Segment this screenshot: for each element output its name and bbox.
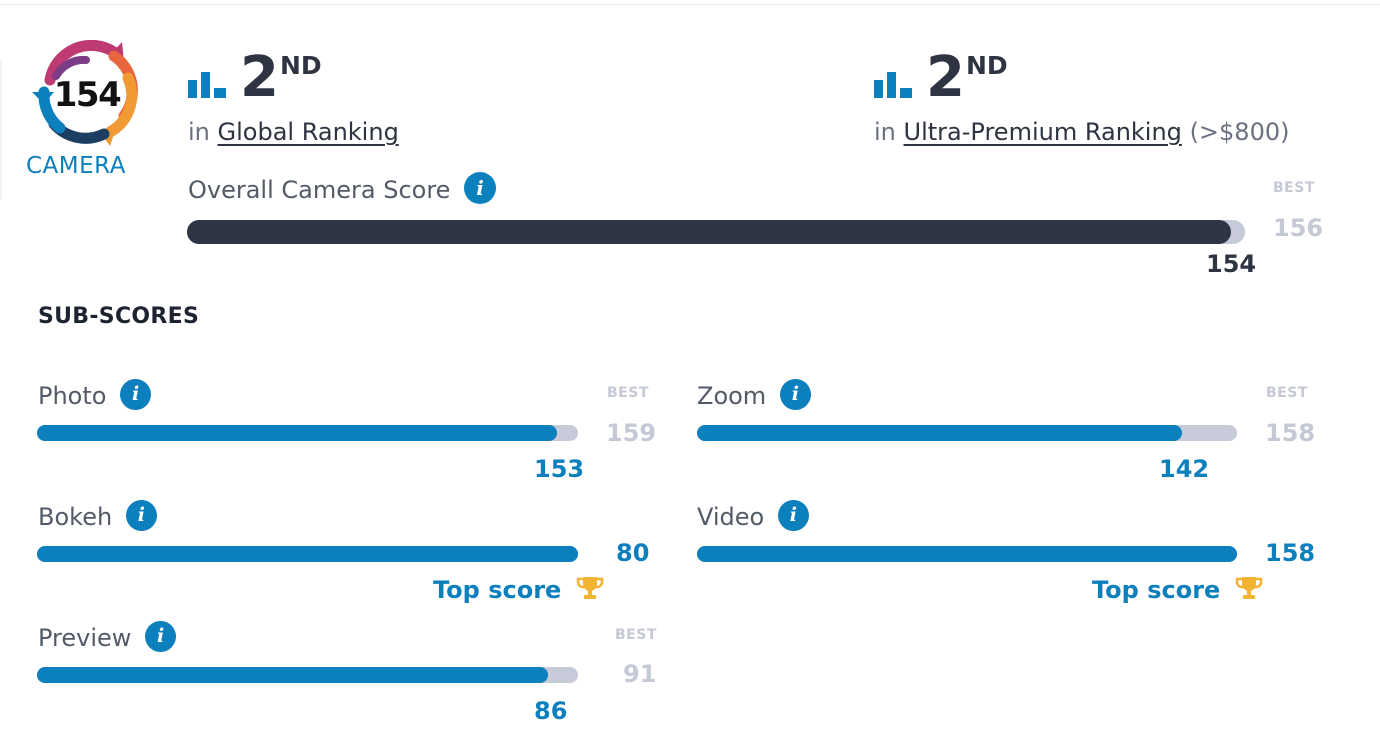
sub-score-name: Zoom [697,382,767,410]
zoom-best-value: 158 [1265,419,1316,447]
top-score-label: Top score [433,576,562,604]
preview-best-value: 91 [623,660,657,688]
zoom-score-fill [697,425,1183,441]
bokeh-title: Bokeh i [38,499,157,531]
overall-score-label: Overall Camera Score [188,176,451,204]
segment-ranking: 2 ND in Ultra-Premium Ranking (>$800) [874,46,1289,146]
overall-score-bar [187,220,1245,244]
top-divider [0,4,1380,5]
sub-score-name: Photo [38,382,107,410]
zoom-best-label: BEST [1266,385,1308,401]
badge-ring-icon [32,40,138,146]
trophy-icon [576,577,603,599]
ranking-suffix: ND [279,51,322,80]
preview-score-fill [37,667,549,683]
ranking-bars-icon [188,72,226,98]
trophy-icon [1235,577,1262,599]
info-icon[interactable]: i [125,499,157,531]
overall-best-value: 156 [1273,214,1324,242]
photo-score-fill [37,425,558,441]
video-score-fill [697,546,1237,562]
sub-score-name: Bokeh [38,503,113,531]
zoom-title: Zoom i [697,378,811,410]
photo-best-value: 159 [606,419,657,447]
ranking-position: 2 [240,45,279,110]
sub-score-name: Video [697,503,765,531]
zoom-score-value: 142 [1159,455,1210,483]
photo-title: Photo i [38,378,152,410]
bokeh-score-fill [37,546,578,562]
photo-score-bar [37,425,578,441]
ranking-caption: in Ultra-Premium Ranking (>$800) [874,118,1289,146]
video-score-bar [697,546,1237,562]
overall-score-title: Overall Camera Score i [188,172,497,204]
info-icon[interactable]: i [779,378,811,410]
global-ranking-link[interactable]: Global Ranking [217,118,399,146]
zoom-score-bar [697,425,1237,441]
global-ranking: 2 ND in Global Ranking [188,46,399,146]
ranking-bars-icon [874,72,912,98]
preview-score-bar [37,667,578,683]
ranking-prefix: in [188,118,210,146]
ultra-premium-ranking-link[interactable]: Ultra-Premium Ranking [903,118,1182,146]
ranking-suffix: ND [965,51,1008,80]
video-title: Video i [697,499,809,531]
bokeh-top-score: Top score [433,576,604,604]
badge-label: CAMERA [26,153,126,179]
badge-score: 154 [53,75,122,115]
photo-best-label: BEST [607,385,649,401]
price-range-note: (>$800) [1189,118,1290,146]
info-icon[interactable]: i [145,620,177,652]
left-edge [0,60,2,200]
ranking-position: 2 [926,45,965,110]
bokeh-score-value: 80 [616,539,650,567]
preview-score-value: 86 [534,697,568,725]
bokeh-score-bar [37,546,578,562]
camera-score-badge: 154 CAMERA [26,40,146,179]
video-top-score: Top score [1092,576,1263,604]
ranking-prefix: in [874,118,896,146]
top-score-label: Top score [1092,576,1221,604]
overall-best-label: BEST [1273,180,1315,196]
photo-score-value: 153 [534,455,585,483]
info-icon[interactable]: i [464,172,497,204]
video-score-value: 158 [1265,539,1316,567]
sub-score-name: Preview [38,624,132,652]
preview-best-label: BEST [615,627,657,643]
ranking-caption: in Global Ranking [188,118,399,146]
info-icon[interactable]: i [120,378,152,410]
overall-score-fill [187,220,1232,244]
preview-title: Preview i [38,620,177,652]
info-icon[interactable]: i [777,499,809,531]
overall-score-value: 154 [1206,250,1257,278]
sub-scores-heading: SUB-SCORES [38,304,200,329]
